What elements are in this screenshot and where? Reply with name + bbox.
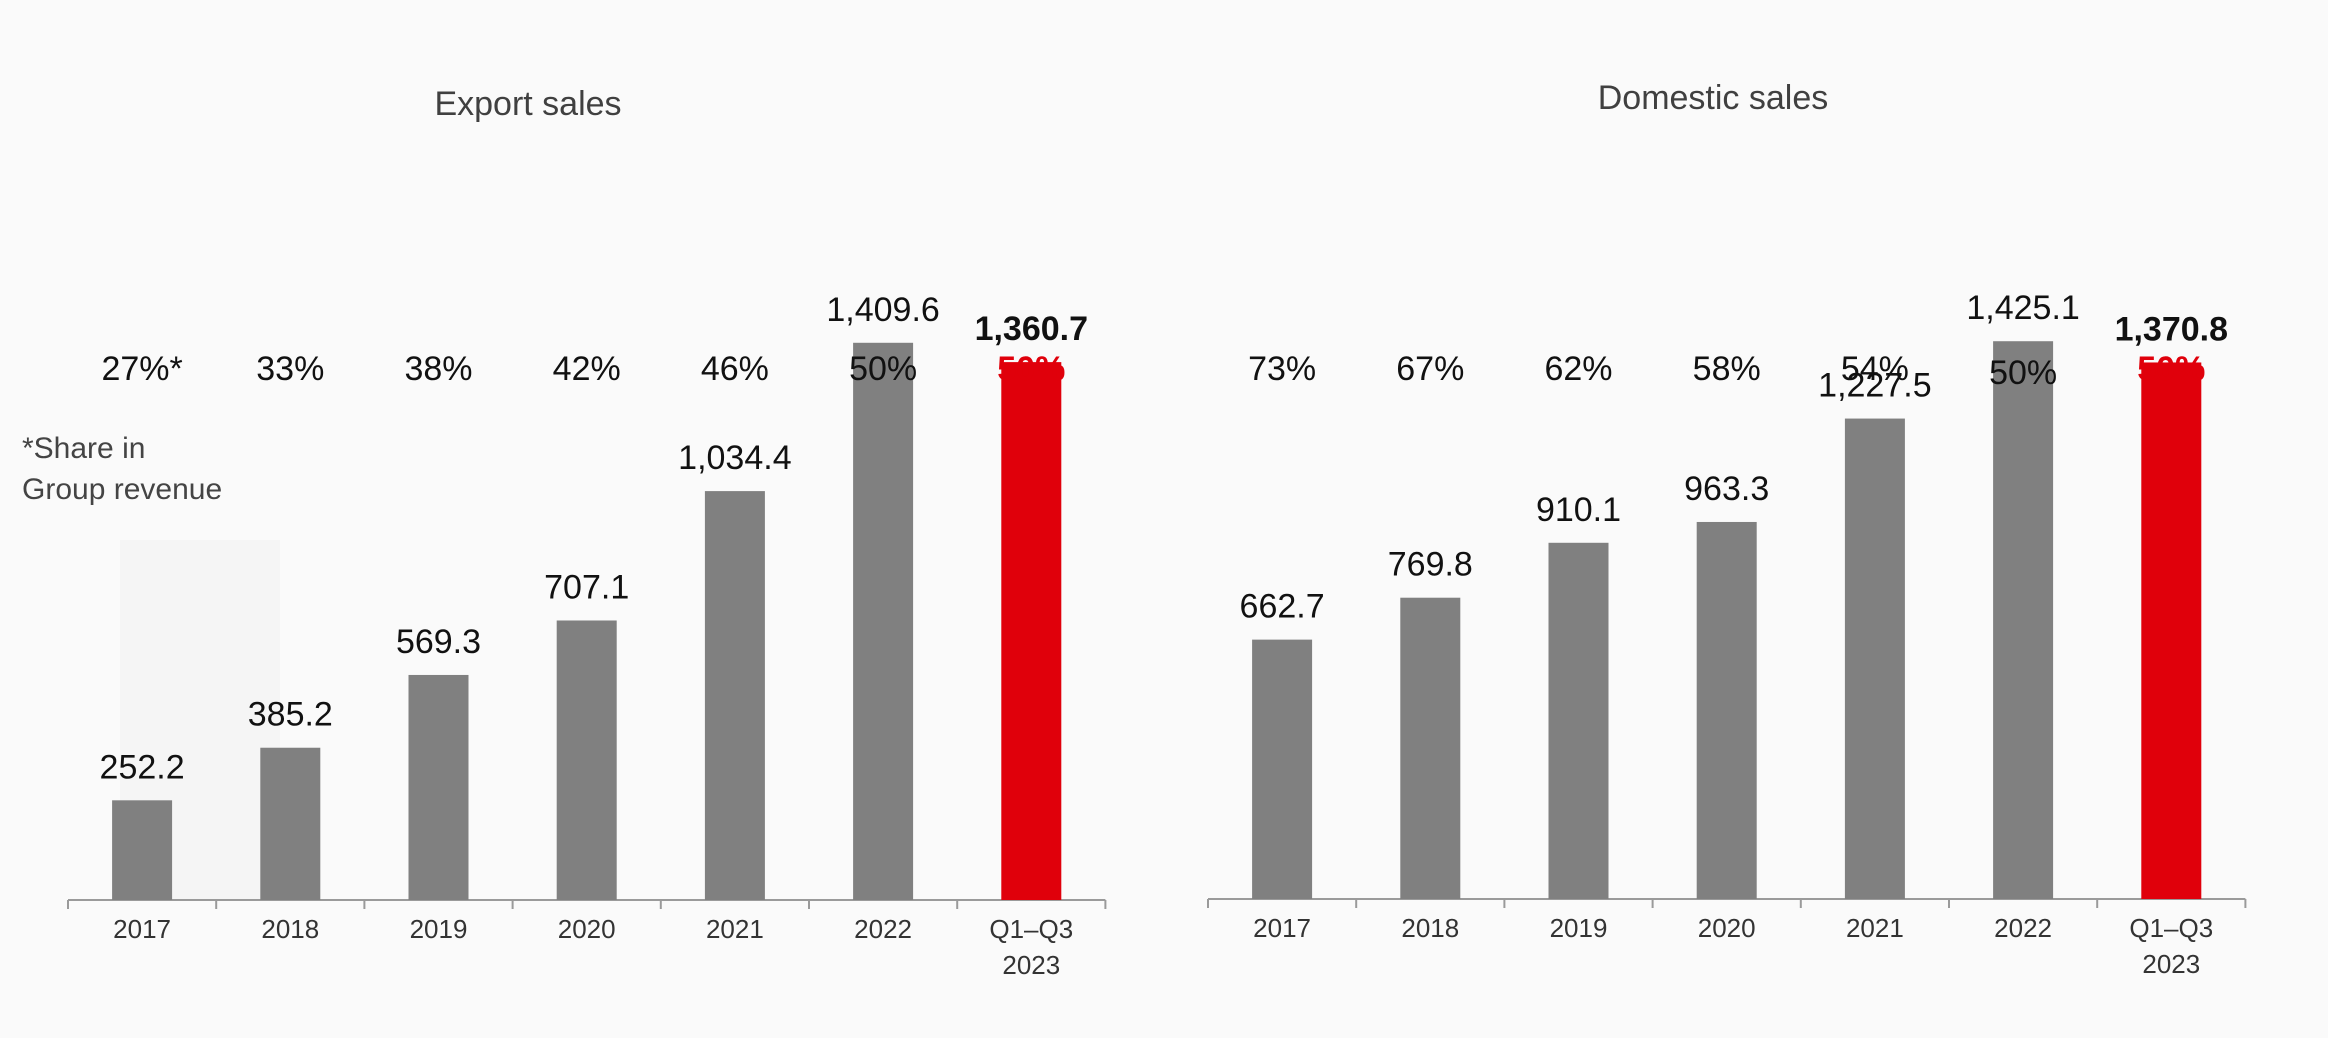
category-label: 2022 (854, 914, 912, 944)
bar (2141, 362, 2202, 899)
share-label: 50% (1989, 354, 2057, 392)
value-label: 910.1 (1536, 491, 1621, 529)
category-label: 2020 (1698, 913, 1756, 943)
chart-title: Export sales (434, 85, 621, 123)
share-label: 67% (1396, 350, 1464, 388)
category-label: 2022 (1994, 913, 2052, 943)
bar (112, 800, 173, 900)
share-label: 33% (256, 350, 324, 388)
value-label: 1,034.4 (678, 439, 791, 477)
value-label: 662.7 (1240, 588, 1325, 626)
category-label: 2017 (1253, 913, 1311, 943)
share-label: 46% (701, 350, 769, 388)
bar (556, 620, 617, 900)
bar (1001, 362, 1062, 900)
bar (1548, 542, 1609, 899)
bar (704, 491, 765, 900)
share-footnote-line2: Group revenue (22, 473, 223, 506)
value-label: 769.8 (1388, 546, 1473, 584)
value-label: 1,370.8 (2115, 310, 2228, 348)
share-footnote-line1: *Share in (22, 432, 146, 465)
bar (1844, 418, 1905, 899)
share-label: 62% (1544, 350, 1612, 388)
share-label: 50% (849, 350, 917, 388)
value-label: 1,409.6 (826, 291, 939, 329)
bar (1400, 597, 1461, 899)
category-label: Q1–Q3 2023 (989, 914, 1073, 980)
value-label: 569.3 (396, 623, 481, 661)
share-label: 38% (404, 350, 472, 388)
category-label: 2020 (558, 914, 616, 944)
bar (1993, 341, 2054, 900)
bar (260, 747, 321, 900)
share-label: 54% (1841, 350, 1909, 388)
share-label: 27%* (101, 350, 182, 388)
share-footnote: *Share in Group revenue (22, 428, 222, 510)
category-label: Q1–Q3 2023 (2129, 913, 2213, 979)
category-label: 2018 (1401, 913, 1459, 943)
value-label: 1,360.7 (975, 310, 1088, 348)
category-label: 2017 (113, 914, 171, 944)
share-label: 50% (997, 350, 1065, 388)
value-label: 1,227.5 (1818, 367, 1931, 405)
share-label: 50% (2137, 350, 2205, 388)
chart-title: Domestic sales (1598, 79, 1829, 117)
value-label: 252.2 (100, 748, 185, 786)
share-label: 42% (553, 350, 621, 388)
bar (1252, 639, 1313, 899)
bar (1696, 521, 1757, 899)
share-label: 58% (1693, 350, 1761, 388)
category-label: 2019 (1550, 913, 1608, 943)
share-label: 73% (1248, 350, 1316, 388)
value-label: 707.1 (544, 568, 629, 606)
category-label: 2019 (410, 914, 468, 944)
value-label: 385.2 (248, 696, 333, 734)
category-label: 2021 (1846, 913, 1904, 943)
value-label: 1,425.1 (1966, 289, 2079, 327)
category-label: 2021 (706, 914, 764, 944)
bar (853, 342, 914, 900)
value-label: 963.3 (1684, 470, 1769, 508)
category-label: 2018 (261, 914, 319, 944)
bar (408, 674, 469, 900)
